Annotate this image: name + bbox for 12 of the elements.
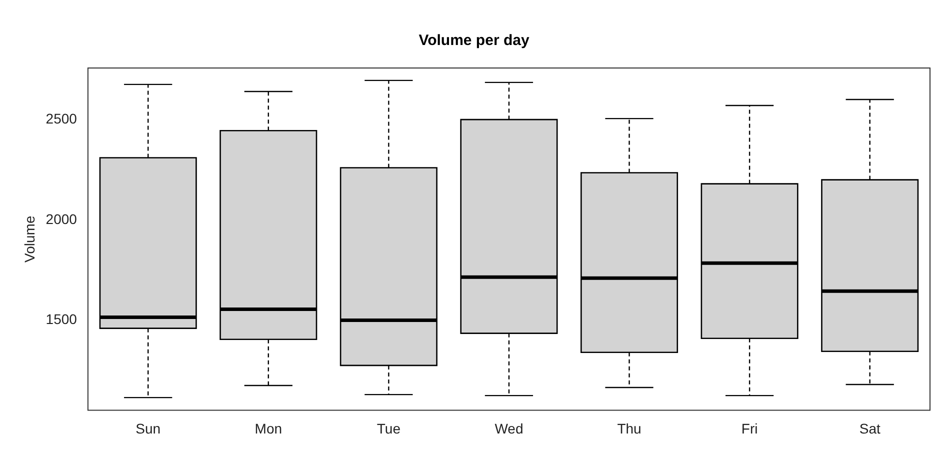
x-tick-label: Wed <box>494 420 524 436</box>
y-tick-label: 2500 <box>46 110 78 126</box>
y-tick-label: 1500 <box>46 311 78 328</box>
x-tick-label: Mon <box>254 420 282 436</box>
x-tick-label: Sun <box>136 420 161 436</box>
y-tick-label: 2000 <box>46 210 78 227</box>
chart-title: Volume per day <box>418 32 530 50</box>
x-tick-label: Fri <box>741 420 758 436</box>
x-tick-label: Sat <box>859 420 880 436</box>
x-tick-label: Tue <box>376 420 401 436</box>
y-axis-title: Volume <box>21 216 38 262</box>
x-tick-label: Thu <box>617 420 642 436</box>
